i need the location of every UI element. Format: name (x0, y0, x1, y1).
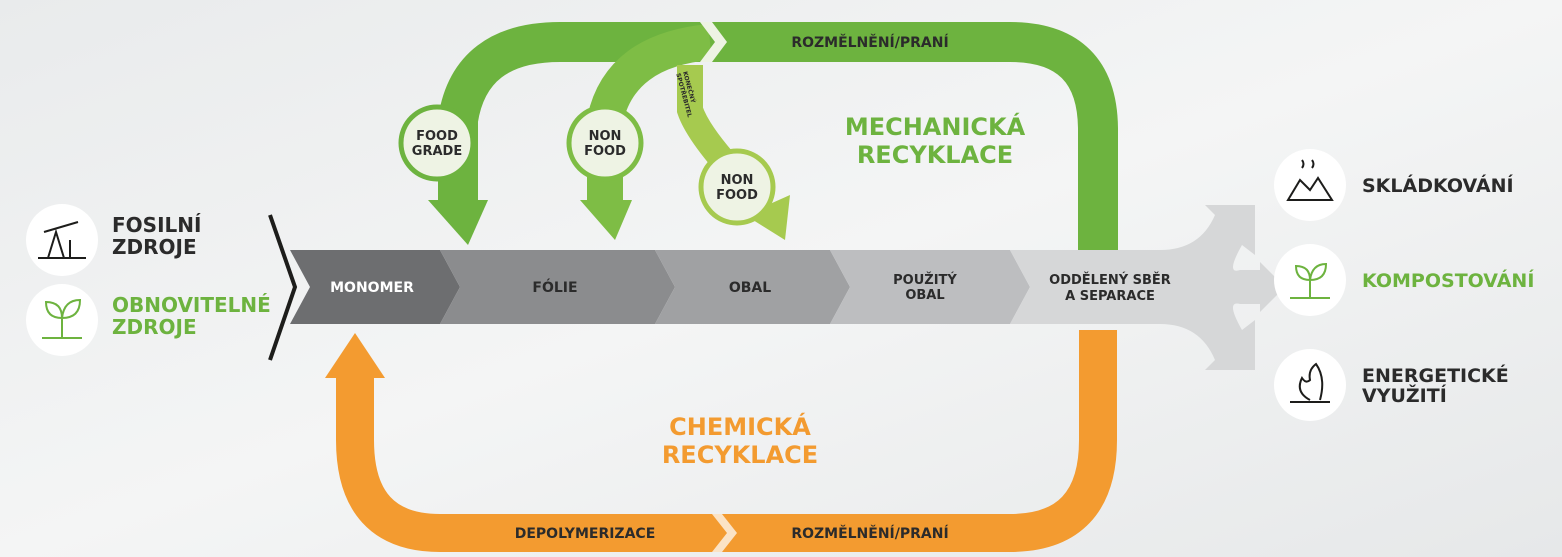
text-line: POUŽITÝ (893, 272, 957, 288)
icon-circle (1274, 349, 1346, 421)
icon-circle (26, 204, 98, 276)
text-line: KOMPOSTOVÁNÍ (1362, 269, 1534, 292)
step-label: OBAL (729, 280, 771, 296)
text-line: FOOD (716, 188, 758, 203)
text-line: FOOD (416, 129, 458, 144)
output-label: SKLÁDKOVÁNÍ (1362, 174, 1514, 197)
text-line: RECYKLACE (662, 441, 818, 469)
text-line: CHEMICKÁ (669, 412, 811, 441)
text-line: OBNOVITELNÉ (112, 293, 271, 317)
text-line: ODDĚLENÝ SBĚR (1049, 272, 1171, 288)
text-line: MONOMER (330, 280, 414, 296)
text-line: A SEPARACE (1065, 289, 1155, 304)
step-label: FÓLIE (532, 278, 577, 296)
text-line: OBAL (905, 288, 944, 303)
text-line: SKLÁDKOVÁNÍ (1362, 174, 1514, 197)
step-label: MONOMER (330, 280, 414, 296)
text-line: FOSILNÍ (112, 213, 201, 237)
band-label: ROZMĚLNĚNÍ/PRANÍ (791, 525, 948, 542)
output-label: KOMPOSTOVÁNÍ (1362, 269, 1534, 292)
diagram: FOSILNÍZDROJE OBNOVITELNÉZDROJE MONOMER … (0, 0, 1562, 557)
text-line: ZDROJE (112, 315, 197, 339)
text-line: RECYKLACE (857, 141, 1013, 169)
text-line: VYUŽITÍ (1362, 384, 1447, 407)
icon-circle (1274, 149, 1346, 221)
text-line: ZDROJE (112, 235, 197, 259)
text-line: NON (721, 173, 754, 188)
band-label: ROZMĚLNĚNÍ/PRANÍ (791, 34, 948, 51)
text-line: ENERGETICKÉ (1362, 364, 1509, 387)
text-line: GRADE (412, 144, 462, 159)
text-line: NON (589, 129, 622, 144)
text-line: FÓLIE (532, 278, 577, 296)
text-line: OBAL (729, 280, 771, 296)
page: FOSILNÍZDROJE OBNOVITELNÉZDROJE MONOMER … (0, 0, 1562, 557)
text-line: FOOD (584, 144, 626, 159)
band-label: DEPOLYMERIZACE (515, 526, 656, 542)
text-line: MECHANICKÁ (845, 112, 1026, 141)
